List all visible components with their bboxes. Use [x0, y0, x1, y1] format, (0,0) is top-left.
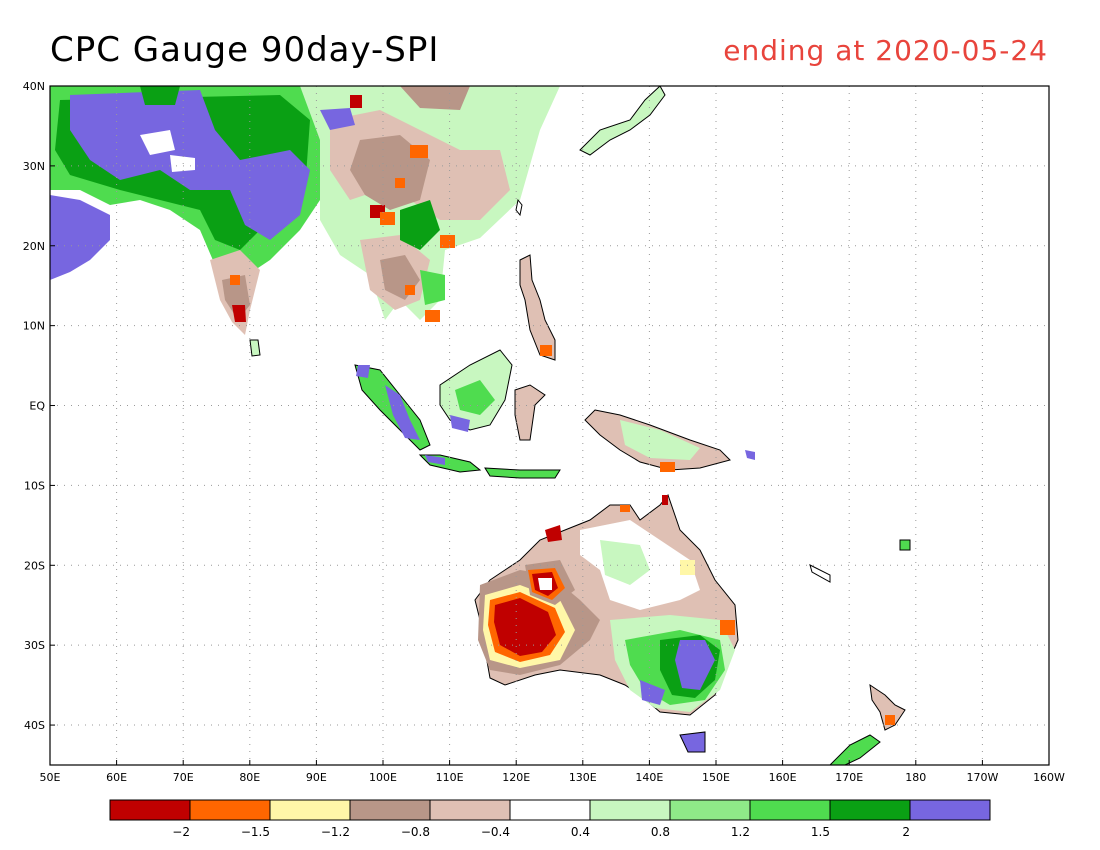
colorbar-swatch — [269, 799, 351, 821]
colorbar-swatch — [189, 799, 271, 821]
colorbar-swatch — [509, 799, 591, 821]
colorbar-swatch — [749, 799, 831, 821]
latitude-labels: 40N 30N 20N 10N EQ 10S 20S 30S 40S — [23, 80, 55, 732]
map-subtitle: ending at 2020-05-24 — [723, 34, 1048, 67]
lon-label: 110E — [436, 771, 464, 784]
lat-label: 10N — [23, 320, 45, 333]
colorbar-label: −1.5 — [241, 825, 270, 839]
lat-label: 20S — [24, 559, 45, 572]
colorbar-swatch — [429, 799, 511, 821]
lat-label: 40S — [24, 719, 45, 732]
lon-label: 130E — [569, 771, 597, 784]
longitude-labels: 50E 60E 70E 80E 90E 100E 110E 120E 130E 140E 150E 1… — [40, 760, 1065, 784]
colorbar-label: −0.8 — [401, 825, 430, 839]
lon-label: 90E — [306, 771, 327, 784]
lon-label: 80E — [239, 771, 260, 784]
lon-label: 150E — [702, 771, 730, 784]
lon-label: 50E — [40, 771, 61, 784]
colorbar-label: −1.2 — [321, 825, 350, 839]
colorbar-swatch — [589, 799, 671, 821]
lon-label: 160E — [769, 771, 797, 784]
colorbar-swatch — [349, 799, 431, 821]
colorbar-label: −0.4 — [481, 825, 510, 839]
lat-label: 20N — [23, 240, 45, 253]
colorbar-label: 1.2 — [731, 825, 750, 839]
colorbar-label: 0.8 — [651, 825, 670, 839]
map-frame — [49, 85, 1050, 766]
lat-label: EQ — [29, 400, 45, 413]
colorbar-swatch — [909, 799, 991, 821]
colorbar-label: −2 — [172, 825, 190, 839]
lon-label: 170W — [966, 771, 998, 784]
lat-label: 30N — [23, 160, 45, 173]
colorbar-label: 1.5 — [811, 825, 830, 839]
colorbar-swatch — [109, 799, 191, 821]
colorbar — [109, 799, 991, 821]
colorbar-swatch — [829, 799, 911, 821]
lon-label: 100E — [369, 771, 397, 784]
lon-label: 120E — [502, 771, 530, 784]
lon-label: 60E — [106, 771, 127, 784]
colorbar-label: 2 — [902, 825, 910, 839]
colorbar-labels: −2 −1.5 −1.2 −0.8 −0.4 0.4 0.8 1.2 1.5 2 — [172, 825, 910, 839]
lat-label: 10S — [24, 479, 45, 492]
arabia-land — [50, 195, 110, 280]
land-layer — [50, 86, 911, 765]
lon-label: 140E — [635, 771, 663, 784]
colorbar-label: 0.4 — [571, 825, 590, 839]
colorbar-swatch — [669, 799, 751, 821]
lon-label: 170E — [835, 771, 863, 784]
map-title: CPC Gauge 90day-SPI — [50, 30, 440, 70]
lat-label: 40N — [23, 80, 45, 93]
lon-label: 180 — [905, 771, 926, 784]
lon-label: 70E — [173, 771, 194, 784]
lat-label: 30S — [24, 639, 45, 652]
lon-label: 160W — [1033, 771, 1065, 784]
